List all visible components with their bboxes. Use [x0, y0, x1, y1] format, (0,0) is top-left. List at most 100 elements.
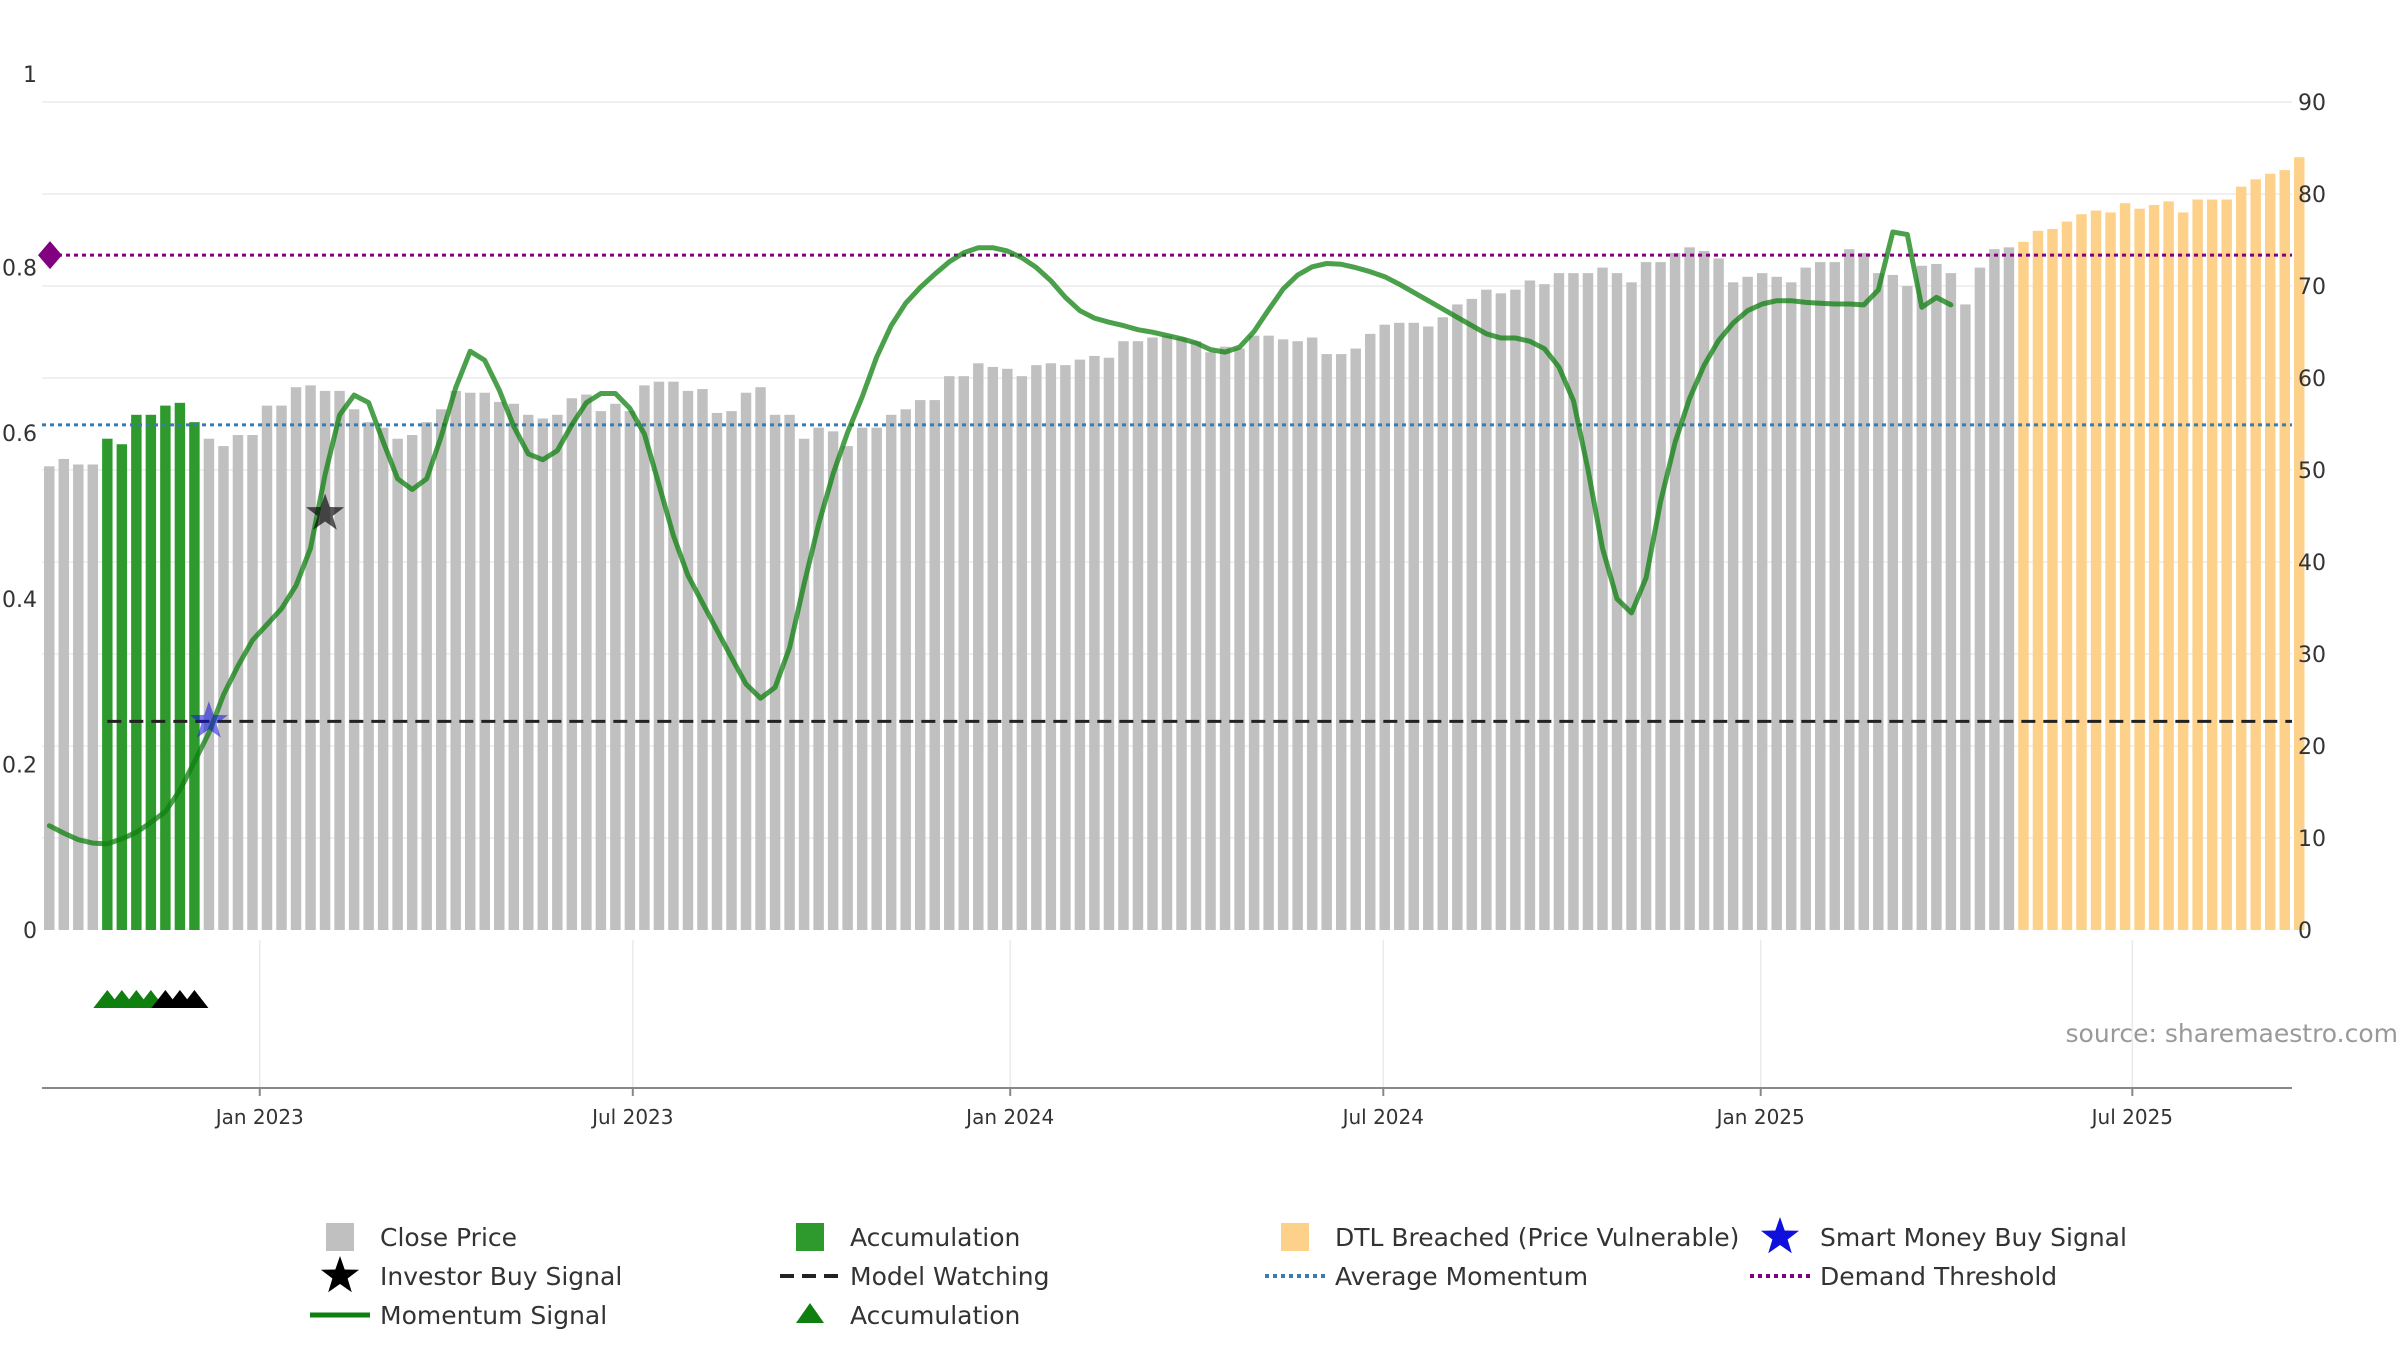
legend-label: Accumulation [850, 1223, 1020, 1252]
close-price-bar [1176, 337, 1187, 930]
axes: Jan 2023 Jul 2023 Jan 2024 Jul 2024 Jan 2025… [2, 63, 2326, 1129]
close-price-bar [1582, 273, 1594, 930]
close-price-bar [1858, 252, 1869, 930]
close-price-bar [261, 405, 273, 931]
close-price-bar [1060, 365, 1071, 930]
black-star-icon [321, 1256, 359, 1293]
legend-item: Momentum Signal [310, 1301, 607, 1330]
close-price-bar [813, 427, 824, 930]
legend: Close Price Accumulation DTL Breached (Pri… [310, 1217, 2127, 1330]
left-y-tick-label: 0.2 [2, 753, 37, 778]
close-price-bar [1945, 273, 1957, 930]
close-price-bar [610, 403, 621, 930]
close-price-bar [1742, 276, 1753, 930]
legend-item: Model Watching [780, 1262, 1050, 1291]
dtl-breached-bar [2206, 199, 2218, 930]
close-price-bar [944, 376, 955, 930]
right-y-tick-label: 60 [2298, 367, 2326, 392]
accumulation-bar [189, 422, 200, 930]
dtl-breached-bar [2163, 201, 2174, 931]
close-price-bar [1234, 348, 1245, 930]
close-price-bar [566, 398, 578, 930]
close-price-bar [218, 446, 229, 930]
smart-money-buy-signal-star-icon [189, 701, 228, 738]
close-price-bar [1365, 333, 1376, 931]
close-price-bar [842, 446, 853, 930]
close-price-bar [624, 411, 636, 930]
legend-item: Smart Money Buy Signal [1761, 1217, 2127, 1254]
close-price-bar [1495, 293, 1507, 930]
close-price-bar [537, 418, 549, 930]
gray-square-icon [326, 1223, 354, 1251]
legend-item: Accumulation [796, 1223, 1020, 1252]
close-price-bar [1089, 355, 1100, 930]
left-y-tick-label: 0.6 [2, 422, 37, 447]
close-price-bar [1713, 258, 1724, 930]
close-price-bar [348, 409, 360, 930]
right-y-tick-label: 10 [2298, 827, 2326, 852]
reference-lines [38, 241, 2292, 723]
close-price-bar [827, 431, 839, 930]
right-y-tick-label: 40 [2298, 551, 2326, 576]
close-price-bar [973, 363, 984, 930]
close-price-bar [1103, 357, 1115, 930]
close-price-bar [581, 394, 592, 930]
x-tick-label: Jan 2023 [214, 1105, 304, 1129]
close-price-bar [1539, 284, 1550, 930]
legend-item: Investor Buy Signal [321, 1256, 622, 1293]
close-price-bar [595, 411, 607, 930]
close-price-bar [1379, 324, 1390, 930]
legend-label: Smart Money Buy Signal [1820, 1223, 2127, 1252]
close-price-bar [1074, 359, 1086, 931]
close-price-bar [87, 464, 99, 930]
blue-star-icon [1761, 1217, 1799, 1254]
close-price-bar [1219, 346, 1231, 931]
close-price-bar [1321, 354, 1332, 931]
dtl-breached-bar [2047, 228, 2058, 930]
right-y-tick-label: 30 [2298, 643, 2326, 668]
x-tick-label: Jan 2025 [1715, 1105, 1805, 1129]
close-price-bar [1785, 282, 1797, 930]
close-price-bar [247, 435, 258, 930]
close-price-bar [1452, 304, 1463, 930]
orange-square-icon [1281, 1223, 1309, 1251]
close-price-bar [1147, 337, 1158, 930]
close-price-bar [494, 401, 505, 930]
close-price-bar [1118, 341, 1129, 930]
legend-label: Average Momentum [1335, 1262, 1588, 1291]
close-price-bar [1829, 262, 1840, 931]
close-price-bar [1031, 365, 1042, 930]
dtl-breached-bar [2134, 208, 2145, 931]
close-price-bar [1684, 247, 1695, 931]
dtl-breached-bar [2279, 170, 2290, 930]
momentum-signal-line [46, 229, 1954, 847]
legend-label: Demand Threshold [1820, 1262, 2057, 1291]
close-price-bar [450, 390, 461, 930]
close-price-bar [1727, 282, 1739, 930]
close-price-bar [1887, 274, 1899, 931]
close-price-bar [1132, 341, 1144, 930]
close-price-bar [392, 438, 403, 930]
signal-markers [93, 493, 345, 1008]
close-price-bar [1597, 267, 1608, 931]
right-y-tick-label: 20 [2298, 735, 2326, 760]
close-price-bar [1408, 322, 1419, 930]
dtl-breached-bar [2221, 199, 2232, 930]
close-price-bar [755, 387, 766, 930]
close-price-bar [711, 412, 723, 931]
accumulation-bar [116, 444, 128, 930]
close-price-bar [363, 422, 374, 930]
green-square-icon [796, 1223, 824, 1251]
close-price-bar [1394, 322, 1405, 930]
right-y-tick-label: 0 [2298, 919, 2312, 944]
close-price-bar [1756, 273, 1768, 930]
x-tick-label: Jul 2023 [590, 1105, 673, 1129]
legend-label: Investor Buy Signal [380, 1262, 622, 1291]
right-y-tick-label: 70 [2298, 275, 2326, 300]
close-price-bar [465, 392, 476, 931]
right-y-tick-label: 90 [2298, 91, 2326, 116]
close-price-bar [203, 438, 215, 930]
close-price-bar [929, 400, 940, 931]
close-price-bar [1553, 273, 1565, 930]
close-price-bar [1655, 262, 1666, 931]
